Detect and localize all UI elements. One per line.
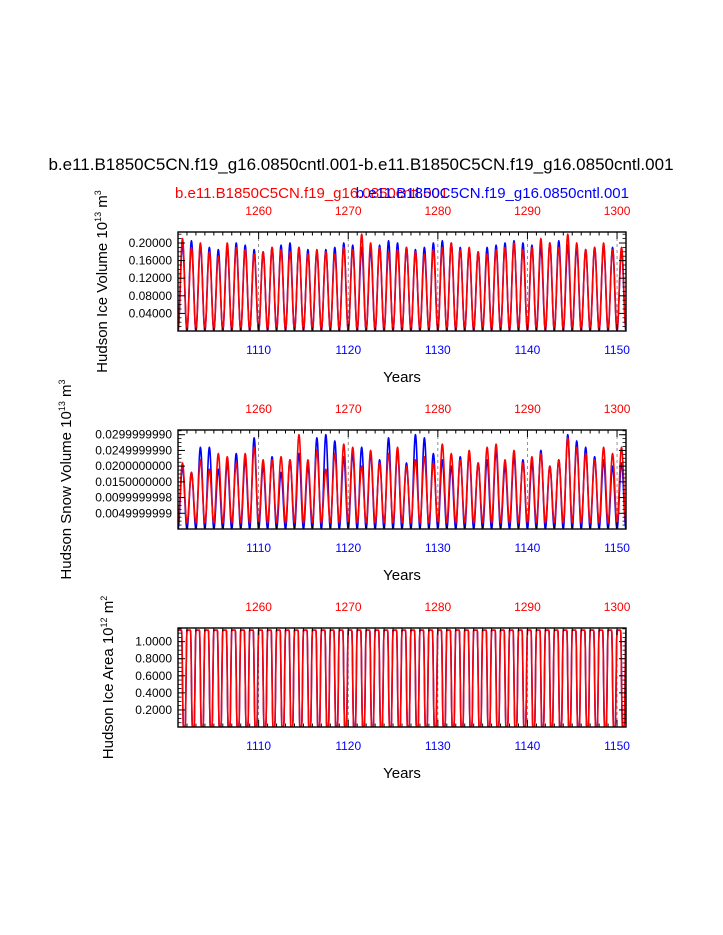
ytick-label-snow-volume-5: 0.0299999990 bbox=[95, 428, 172, 442]
ytick-label-snow-volume-2: 0.0150000000 bbox=[95, 475, 172, 489]
xtick-bottom-ice-volume-1120: 1120 bbox=[335, 343, 361, 357]
xtick-bottom-ice-volume-1140: 1140 bbox=[515, 343, 541, 357]
ytick-label-ice-area-4: 1.0000 bbox=[135, 635, 172, 649]
ylabel-ice-volume: Hudson Ice Volume 1013 m3 bbox=[93, 190, 111, 373]
xtick-bottom-ice-area-1130: 1130 bbox=[425, 739, 451, 753]
ytick-label-ice-area-3: 0.8000 bbox=[135, 652, 172, 666]
ytick-label-snow-volume-4: 0.0249999990 bbox=[95, 443, 172, 457]
xtick-top-ice-volume-1290: 1290 bbox=[514, 204, 541, 218]
xlabel-ice-area: Years bbox=[383, 765, 421, 782]
subtitle-blue: b.e11.B1850C5CN.f19_g16.0850cntl.001 bbox=[356, 185, 629, 202]
xtick-bottom-ice-volume-1110: 1110 bbox=[246, 343, 271, 357]
ytick-label-snow-volume-0: 0.0049999999 bbox=[95, 506, 172, 520]
xtick-top-ice-volume-1260: 1260 bbox=[245, 204, 272, 218]
ytick-label-ice-volume-3: 0.16000 bbox=[129, 254, 173, 268]
ytick-label-ice-area-2: 0.6000 bbox=[135, 669, 172, 683]
panel-ice-volume: 0.04000 0.08000 0.12000 0.16000 0.20000 1110 1… bbox=[93, 190, 631, 386]
xtick-bottom-snow-volume-1120: 1120 bbox=[335, 541, 361, 555]
xtick-bottom-snow-volume-1130: 1130 bbox=[425, 541, 451, 555]
xtick-top-ice-area-1280: 1280 bbox=[424, 600, 451, 614]
xtick-top-ice-area-1300: 1300 bbox=[604, 600, 631, 614]
ytick-label-snow-volume-3: 0.0200000000 bbox=[95, 459, 172, 473]
xtick-top-snow-volume-1280: 1280 bbox=[424, 402, 451, 416]
xtick-bottom-ice-area-1120: 1120 bbox=[335, 739, 361, 753]
ytick-label-ice-volume-4: 0.20000 bbox=[129, 236, 173, 250]
xtick-top-ice-area-1270: 1270 bbox=[335, 600, 362, 614]
panels: 0.04000 0.08000 0.12000 0.16000 0.20000 1110 1… bbox=[57, 190, 631, 782]
xlabel-snow-volume: Years bbox=[383, 567, 421, 584]
series-red-snow-volume bbox=[178, 433, 626, 524]
xtick-bottom-ice-area-1140: 1140 bbox=[515, 739, 541, 753]
xtick-top-ice-volume-1270: 1270 bbox=[335, 204, 362, 218]
xtick-top-ice-area-1260: 1260 bbox=[245, 600, 272, 614]
ytick-label-ice-volume-2: 0.12000 bbox=[129, 271, 173, 285]
xtick-bottom-ice-volume-1150: 1150 bbox=[604, 343, 630, 357]
xtick-bottom-ice-area-1110: 1110 bbox=[246, 739, 271, 753]
plot-frame-snow-volume bbox=[177, 429, 627, 530]
xtick-bottom-ice-area-1150: 1150 bbox=[604, 739, 630, 753]
xtick-top-ice-volume-1280: 1280 bbox=[424, 204, 451, 218]
xtick-bottom-ice-volume-1130: 1130 bbox=[425, 343, 451, 357]
ytick-label-ice-area-0: 0.2000 bbox=[135, 703, 172, 717]
xtick-bottom-snow-volume-1150: 1150 bbox=[604, 541, 630, 555]
ylabel-ice-area: Hudson Ice Area 1012 m2 bbox=[99, 596, 117, 759]
xtick-top-ice-volume-1300: 1300 bbox=[604, 204, 631, 218]
ytick-label-ice-volume-1: 0.08000 bbox=[129, 289, 173, 303]
xtick-top-snow-volume-1270: 1270 bbox=[335, 402, 362, 416]
xlabel-ice-volume: Years bbox=[383, 369, 421, 386]
xtick-top-snow-volume-1260: 1260 bbox=[245, 402, 272, 416]
xtick-top-snow-volume-1290: 1290 bbox=[514, 402, 541, 416]
ylabel-snow-volume: Hudson Snow Volume 1013 m3 bbox=[57, 379, 75, 579]
ytick-label-ice-area-1: 0.4000 bbox=[135, 686, 172, 700]
xtick-top-snow-volume-1300: 1300 bbox=[604, 402, 631, 416]
ytick-label-snow-volume-1: 0.0099999998 bbox=[95, 491, 172, 505]
ytick-label-ice-volume-0: 0.04000 bbox=[129, 306, 173, 320]
series-red-ice-area bbox=[178, 629, 626, 727]
subtitle-red: b.e11.B1850C5CN.f19_g16.0850cntl.001 bbox=[175, 185, 448, 202]
series-blue-snow-volume bbox=[178, 433, 626, 529]
main-title: b.e11.B1850C5CN.f19_g16.0850cntl.001-b.e… bbox=[48, 155, 673, 174]
xtick-top-ice-area-1290: 1290 bbox=[514, 600, 541, 614]
xtick-bottom-snow-volume-1140: 1140 bbox=[515, 541, 541, 555]
panel-ice-area: 0.2000 0.4000 0.6000 0.8000 1.0000 1110 1120 11… bbox=[99, 596, 631, 782]
xtick-bottom-snow-volume-1110: 1110 bbox=[246, 541, 271, 555]
